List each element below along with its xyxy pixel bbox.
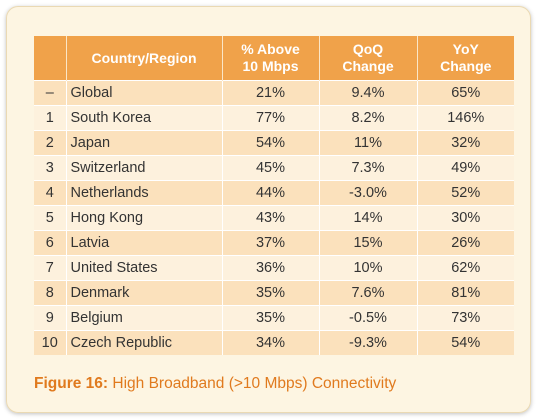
qoq-change-cell: 10%	[319, 255, 418, 281]
country-cell: Hong Kong	[66, 205, 223, 231]
rank-cell: 3	[34, 155, 67, 181]
country-cell: Switzerland	[66, 155, 223, 181]
header-above-10mbps: % Above 10 Mbps	[222, 36, 320, 81]
table-row: 3 Switzerland 45% 7.3% 49%	[34, 155, 514, 181]
table-row: 9 Belgium 35% -0.5% 73%	[34, 305, 514, 331]
qoq-change-cell: -0.5%	[319, 305, 418, 331]
yoy-change-cell: 146%	[417, 105, 514, 131]
country-cell: Netherlands	[66, 180, 223, 206]
qoq-change-cell: 14%	[319, 205, 418, 231]
qoq-change-cell: 7.3%	[319, 155, 418, 181]
qoq-change-cell: 11%	[319, 130, 418, 156]
yoy-change-cell: 26%	[417, 230, 514, 256]
rank-cell: 9	[34, 305, 67, 331]
above-10mbps-cell: 45%	[222, 155, 320, 181]
table-row: 2 Japan 54% 11% 32%	[34, 130, 514, 156]
table-row: – Global 21% 9.4% 65%	[34, 80, 514, 106]
above-10mbps-cell: 44%	[222, 180, 320, 206]
table-row: 4 Netherlands 44% -3.0% 52%	[34, 180, 514, 206]
yoy-change-cell: 30%	[417, 205, 514, 231]
country-cell: Denmark	[66, 280, 223, 306]
table-body: – Global 21% 9.4% 65% 1 South Korea 77% 8.2% 146%…	[34, 80, 514, 355]
yoy-change-cell: 52%	[417, 180, 514, 206]
figure-caption-label: Figure 16:	[34, 375, 109, 392]
figure-panel: Country/Region % Above 10 Mbps QoQ Change …	[6, 6, 531, 413]
above-10mbps-cell: 36%	[222, 255, 320, 281]
yoy-change-cell: 62%	[417, 255, 514, 281]
country-cell: Latvia	[66, 230, 223, 256]
figure-caption: Figure 16: High Broadband (>10 Mbps) Con…	[34, 375, 396, 393]
broadband-table: Country/Region % Above 10 Mbps QoQ Change …	[34, 36, 514, 355]
above-10mbps-cell: 35%	[222, 280, 320, 306]
rank-cell: 1	[34, 105, 67, 131]
qoq-change-cell: 8.2%	[319, 105, 418, 131]
header-country: Country/Region	[66, 36, 223, 81]
yoy-change-cell: 54%	[417, 330, 514, 355]
country-cell: Global	[66, 80, 223, 106]
header-yoy-change: YoY Change	[417, 36, 514, 81]
country-cell: Belgium	[66, 305, 223, 331]
country-cell: United States	[66, 255, 223, 281]
rank-cell: 2	[34, 130, 67, 156]
above-10mbps-cell: 37%	[222, 230, 320, 256]
above-10mbps-cell: 77%	[222, 105, 320, 131]
header-rank	[34, 36, 67, 81]
table-row: 6 Latvia 37% 15% 26%	[34, 230, 514, 256]
qoq-change-cell: 9.4%	[319, 80, 418, 106]
above-10mbps-cell: 35%	[222, 305, 320, 331]
above-10mbps-cell: 21%	[222, 80, 320, 106]
rank-cell: –	[34, 80, 67, 106]
qoq-change-cell: -9.3%	[319, 330, 418, 355]
yoy-change-cell: 73%	[417, 305, 514, 331]
yoy-change-cell: 49%	[417, 155, 514, 181]
rank-cell: 6	[34, 230, 67, 256]
table-row: 1 South Korea 77% 8.2% 146%	[34, 105, 514, 131]
table-row: 8 Denmark 35% 7.6% 81%	[34, 280, 514, 306]
country-cell: Czech Republic	[66, 330, 223, 355]
header-qoq-change: QoQ Change	[319, 36, 418, 81]
yoy-change-cell: 32%	[417, 130, 514, 156]
above-10mbps-cell: 34%	[222, 330, 320, 355]
yoy-change-cell: 65%	[417, 80, 514, 106]
country-cell: South Korea	[66, 105, 223, 131]
rank-cell: 8	[34, 280, 67, 306]
rank-cell: 4	[34, 180, 67, 206]
table-header-row: Country/Region % Above 10 Mbps QoQ Change …	[34, 36, 514, 81]
figure-caption-text: High Broadband (>10 Mbps) Connectivity	[108, 375, 397, 392]
table-row: 7 United States 36% 10% 62%	[34, 255, 514, 281]
table-row: 10 Czech Republic 34% -9.3% 54%	[34, 330, 514, 355]
yoy-change-cell: 81%	[417, 280, 514, 306]
above-10mbps-cell: 54%	[222, 130, 320, 156]
rank-cell: 7	[34, 255, 67, 281]
above-10mbps-cell: 43%	[222, 205, 320, 231]
qoq-change-cell: 7.6%	[319, 280, 418, 306]
qoq-change-cell: 15%	[319, 230, 418, 256]
rank-cell: 5	[34, 205, 67, 231]
country-cell: Japan	[66, 130, 223, 156]
qoq-change-cell: -3.0%	[319, 180, 418, 206]
table-row: 5 Hong Kong 43% 14% 30%	[34, 205, 514, 231]
rank-cell: 10	[34, 330, 67, 355]
